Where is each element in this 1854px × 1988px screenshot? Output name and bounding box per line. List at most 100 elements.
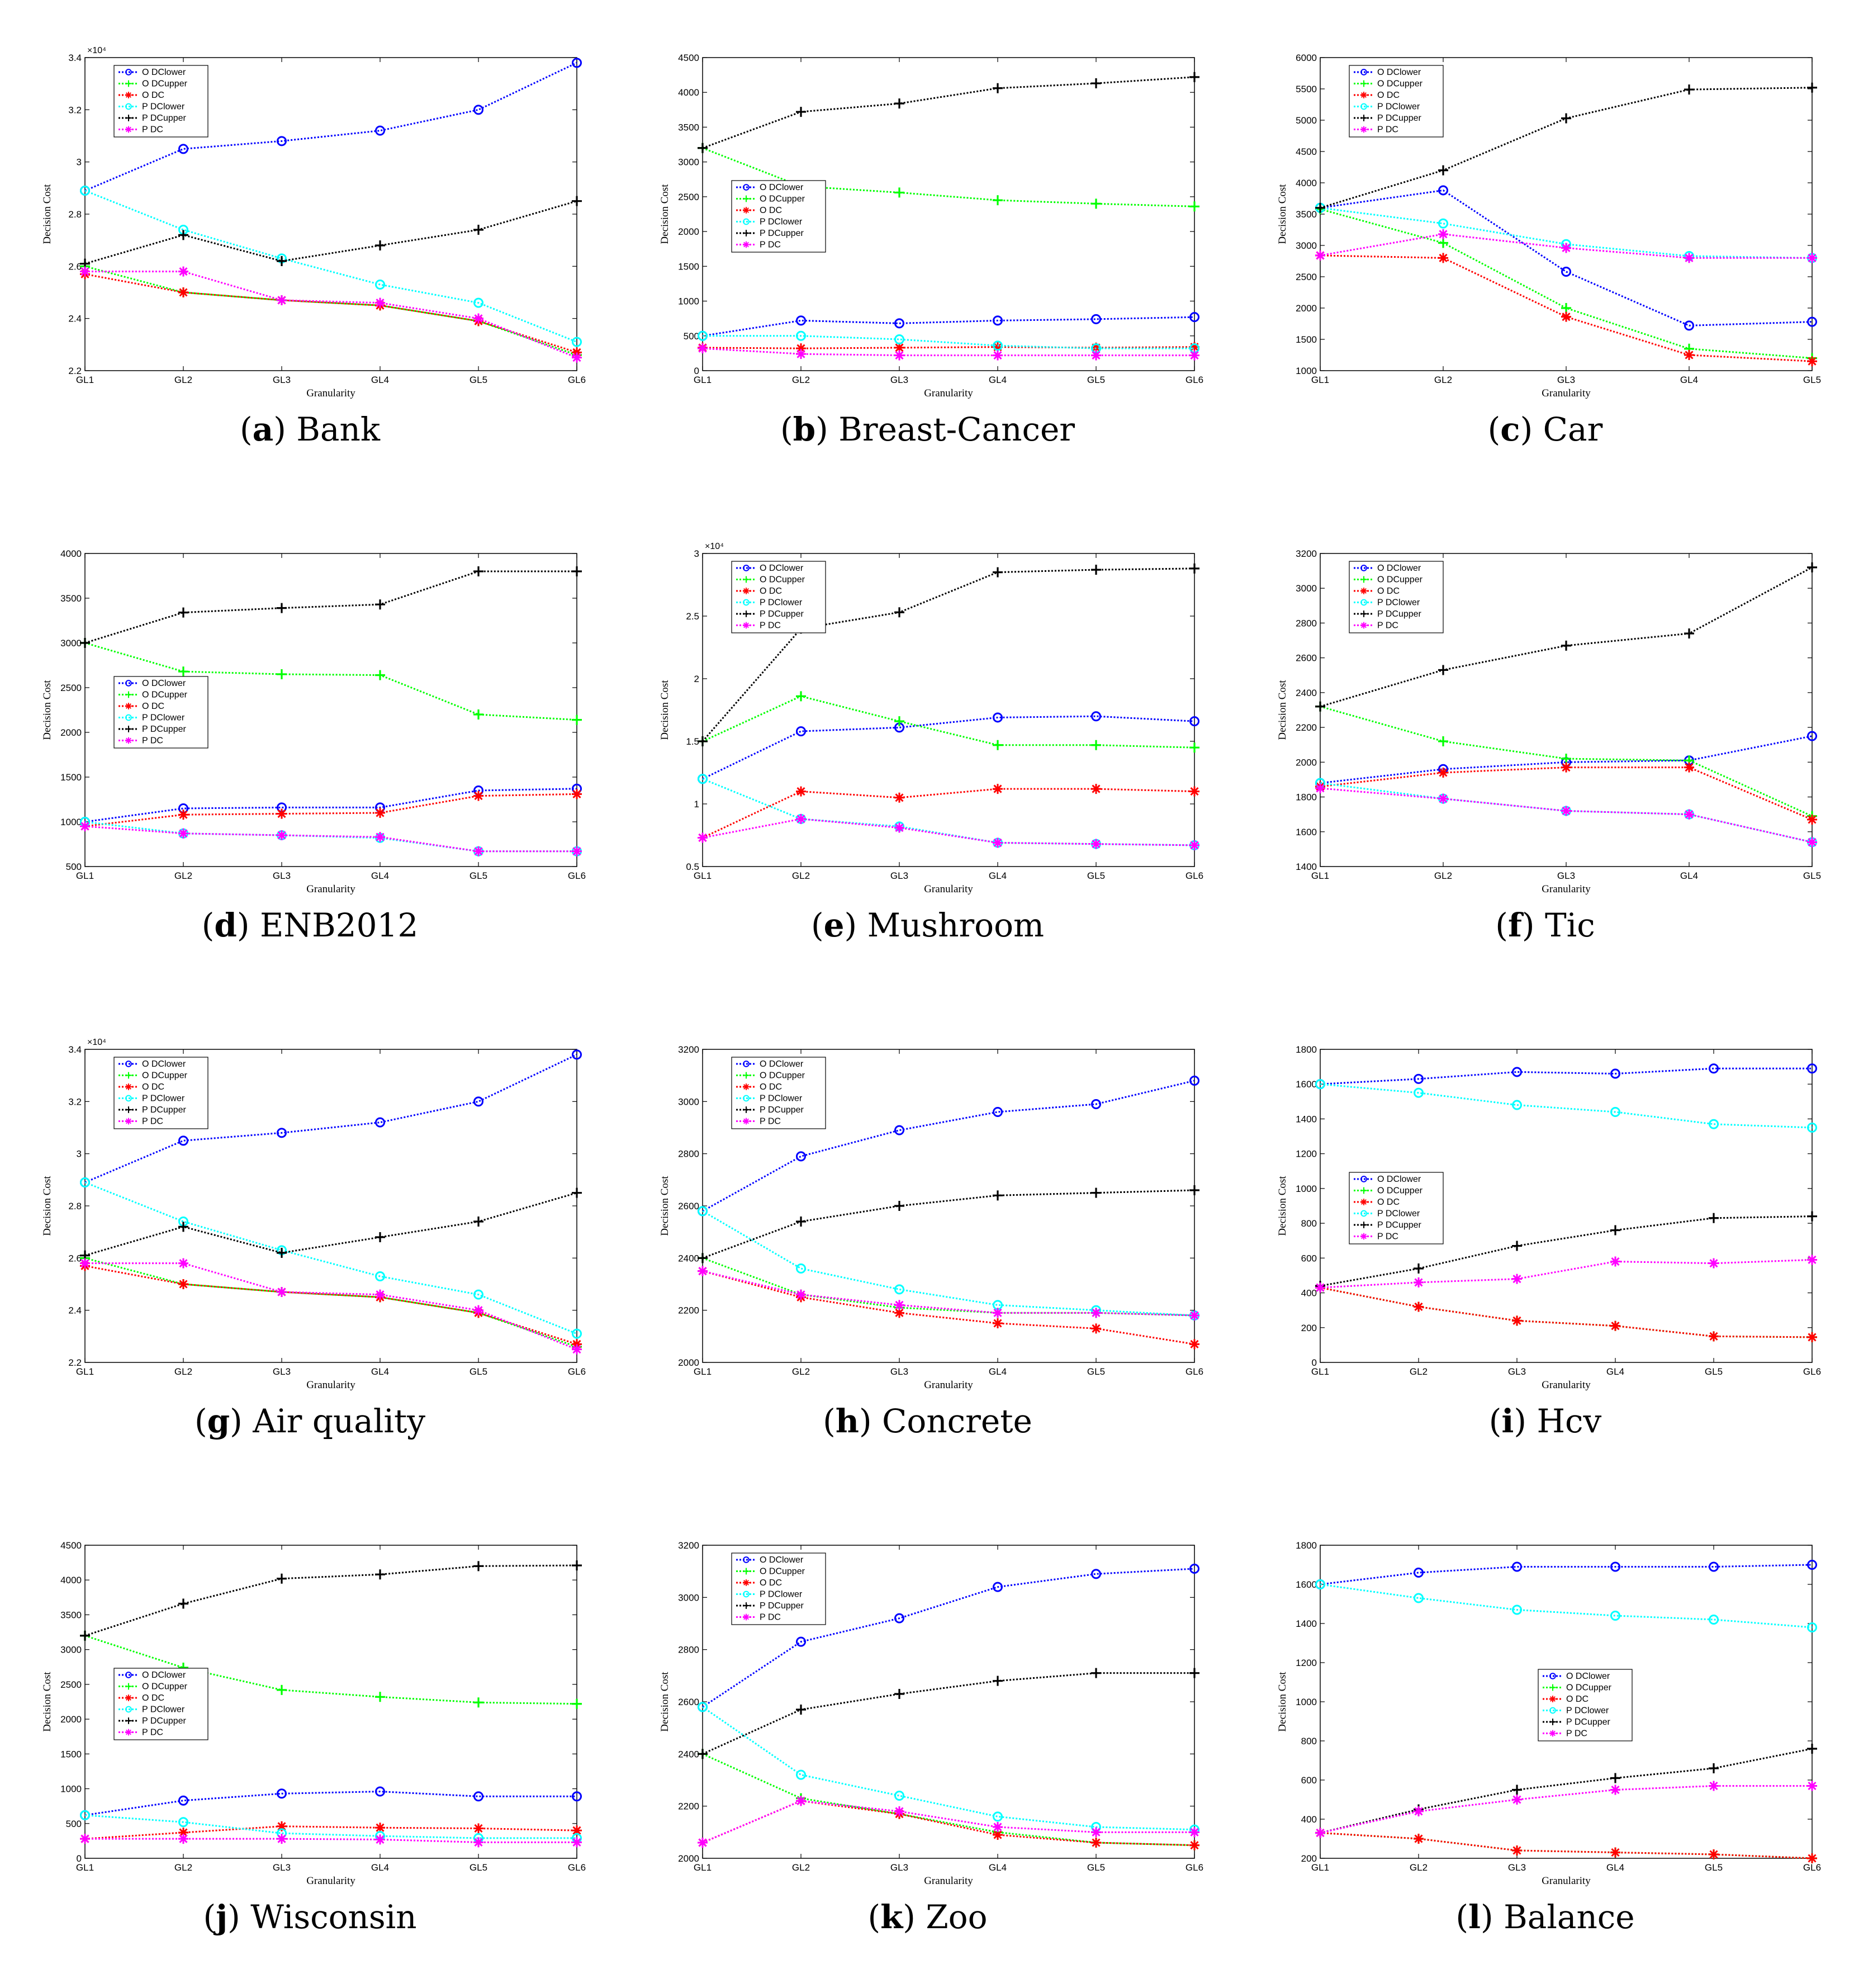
data-point <box>178 1834 188 1844</box>
x-tick-label: GL1 <box>76 870 94 881</box>
panel-caption: (d) ENB2012 <box>201 906 419 944</box>
data-point <box>572 1344 582 1355</box>
legend-swatch-marker <box>1360 588 1367 594</box>
data-point <box>698 1206 708 1217</box>
x-tick-label: GL3 <box>273 375 291 385</box>
y-tick-label: 4000 <box>60 1575 82 1585</box>
data-point <box>572 789 582 799</box>
series-2 <box>1315 1828 1817 1863</box>
y-tick-label: 2600 <box>1296 653 1317 664</box>
panel-letter: k <box>880 1898 903 1936</box>
y-tick-label: 2.5 <box>686 611 699 622</box>
panel-caption: (l) Balance <box>1455 1898 1635 1936</box>
legend-swatch-marker <box>1360 1222 1367 1228</box>
y-tick-label: 3.4 <box>68 1044 82 1055</box>
x-tick-label: GL3 <box>1508 1366 1526 1377</box>
data-point <box>993 1107 1003 1117</box>
data-point <box>1189 1564 1199 1574</box>
data-point <box>1512 1845 1522 1856</box>
legend-entry: P DCupper <box>142 725 187 734</box>
y-axis-label: Decision Cost <box>41 1176 53 1236</box>
series-line <box>702 76 1195 149</box>
legend-entry: P DCupper <box>760 609 804 619</box>
legend-entry: O DClower <box>142 1059 186 1069</box>
chart-f-svg: 1400 1600 1800 2000 2200 2400 2600 2800 3000 3200… <box>1277 548 1821 895</box>
y-tick-label: 2600 <box>678 1697 699 1707</box>
data-point <box>796 107 806 117</box>
y-tick-label: 600 <box>1301 1253 1317 1263</box>
data-point <box>80 1258 90 1268</box>
series-3 <box>1315 1079 1817 1133</box>
data-point <box>178 1279 188 1289</box>
data-point <box>1807 1560 1817 1570</box>
x-tick-label: GL6 <box>1186 870 1203 881</box>
series-1 <box>80 638 582 725</box>
x-tick-label: GL6 <box>1186 1862 1203 1873</box>
panel-caption: (b) Breast-Cancer <box>780 410 1075 448</box>
data-point <box>375 240 385 250</box>
x-tick-label: GL6 <box>568 870 586 881</box>
data-point <box>277 1788 287 1799</box>
y-tick-label: 1.5 <box>686 736 699 747</box>
data-point <box>894 1125 904 1135</box>
x-tick-label: GL6 <box>1186 1366 1203 1377</box>
x-tick-label: GL1 <box>76 1862 94 1873</box>
data-point <box>1709 1063 1719 1074</box>
legend-entry: P DCupper <box>142 1105 187 1115</box>
y-tick-label: 2000 <box>678 1357 699 1368</box>
data-point <box>178 266 188 277</box>
legend-entry: O DC <box>760 1578 782 1588</box>
data-point <box>1414 1834 1424 1844</box>
legend-entry: O DC <box>760 1082 782 1092</box>
y-tick-label: 4500 <box>60 1540 82 1551</box>
y-tick-label: 1400 <box>1296 1114 1317 1124</box>
data-point <box>1807 1255 1817 1265</box>
x-tick-label: GL1 <box>1311 1862 1329 1873</box>
data-point <box>1684 809 1694 820</box>
y-axis-label: Decision Cost <box>1277 1672 1288 1732</box>
legend-entry: O DC <box>142 702 164 711</box>
data-point <box>796 1289 806 1300</box>
panel-caption: (h) Concrete <box>823 1402 1032 1440</box>
x-tick-label: GL2 <box>1410 1366 1428 1377</box>
legend-entry: P DC <box>142 1117 163 1126</box>
y-tick-label: 500 <box>66 1819 82 1829</box>
series-line <box>702 1270 1195 1317</box>
y-tick-label: 3000 <box>60 1645 82 1655</box>
legend: O DClower O DCupper O DC P DClower P DCupper… <box>113 676 208 749</box>
data-point <box>1414 1301 1424 1312</box>
series-4 <box>80 1560 582 1641</box>
x-tick-label: GL5 <box>470 375 487 385</box>
data-point <box>1438 665 1448 675</box>
chart-panel-d: 500 1000 1500 2000 2500 3000 3500 4000 GL1 GL2 GL3… <box>1 500 619 996</box>
data-point <box>178 666 188 677</box>
data-point <box>1561 806 1571 816</box>
legend-entry: P DC <box>1377 125 1398 135</box>
y-tick-label: 800 <box>1301 1736 1317 1746</box>
data-point <box>80 1834 90 1844</box>
panel-letter: l <box>1468 1898 1481 1936</box>
legend-entry: P DClower <box>1566 1706 1609 1716</box>
data-point <box>1807 731 1817 741</box>
y-tick-label: 2.6 <box>68 261 82 272</box>
y-axis-label: Decision Cost <box>659 680 671 740</box>
data-point <box>993 83 1003 93</box>
y-tick-label: 4000 <box>678 87 699 98</box>
data-point <box>1610 1256 1620 1267</box>
x-tick-label: GL2 <box>1434 870 1452 881</box>
y-tick-label: 2200 <box>678 1801 699 1812</box>
series-line <box>84 190 577 343</box>
legend-box <box>731 1057 826 1129</box>
panel-letter: c <box>1500 410 1520 448</box>
series-line <box>1320 566 1813 708</box>
y-tick-label: 1500 <box>60 772 82 783</box>
data-point <box>1610 1611 1620 1621</box>
data-point <box>1709 1258 1719 1268</box>
y-tick-label: 1 <box>694 799 699 810</box>
data-point <box>993 1582 1003 1592</box>
data-point <box>993 1675 1003 1686</box>
y-tick-label: 3200 <box>678 1540 699 1551</box>
chart-i-svg: 0 200 400 600 800 1000 1200 1400 1600 1800 GL1 GL2 G… <box>1277 1044 1821 1391</box>
y-axis-label: Decision Cost <box>659 1176 671 1236</box>
series-line <box>702 818 1195 846</box>
